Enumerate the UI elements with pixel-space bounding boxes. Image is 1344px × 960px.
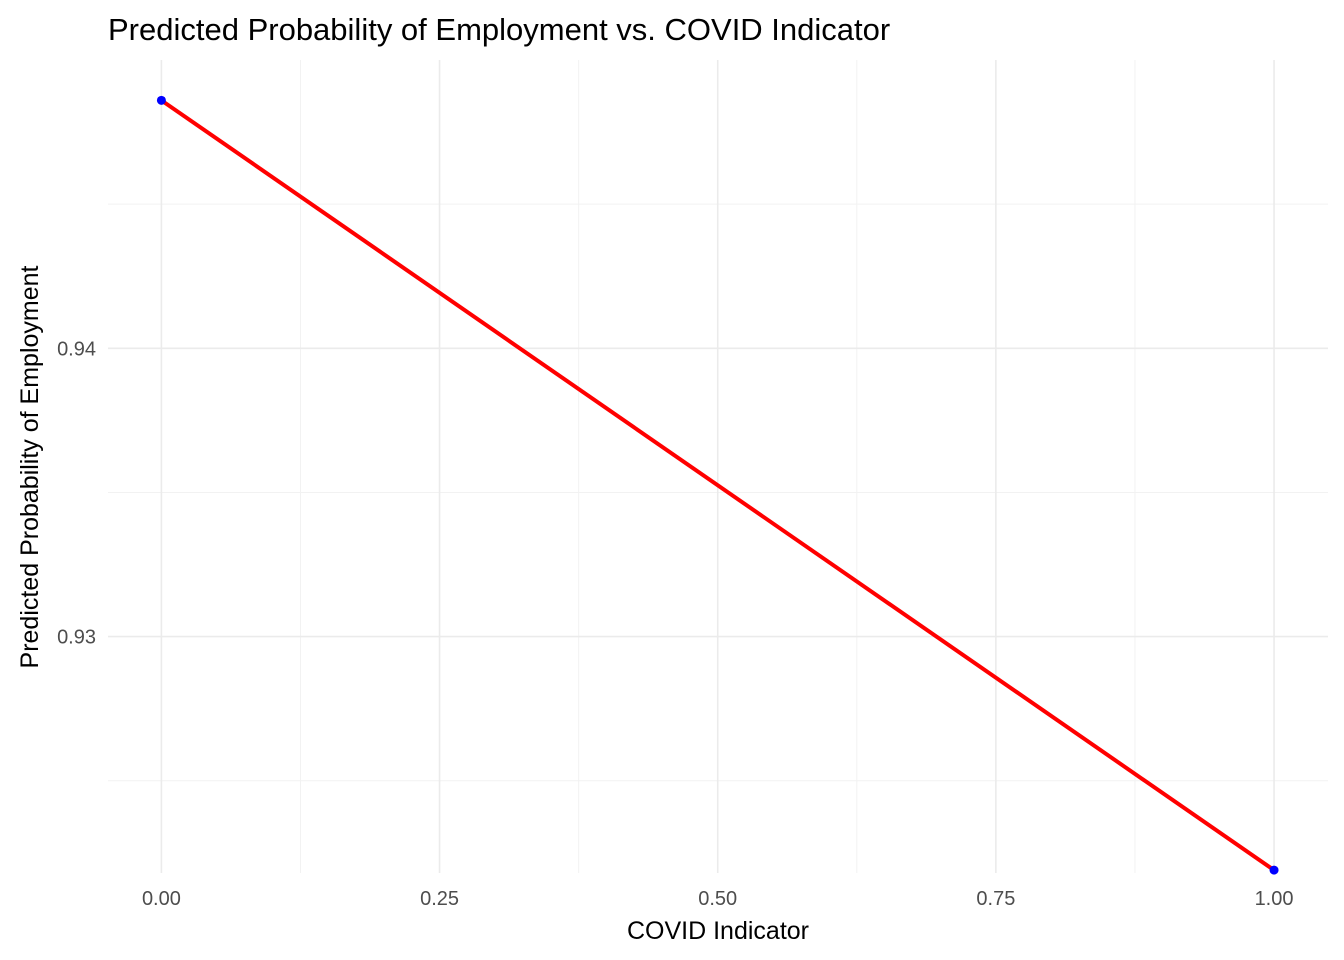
x-tick-label: 0.75 [976,888,1015,910]
y-axis-title: Predicted Probability of Employment [16,265,44,668]
series-line [160,98,1276,872]
tick-labels: 0.00 0.25 0.50 0.75 1.00 0.93 0.94 [57,338,1293,910]
data-point [1269,865,1279,875]
data-point [156,95,166,105]
chart-title: Predicted Probability of Employment vs. … [108,12,890,47]
series-layer [156,95,1279,875]
x-tick-label: 0.00 [142,888,181,910]
y-tick-label: 0.93 [57,627,96,649]
y-tick-label: 0.94 [57,338,96,360]
x-tick-label: 0.50 [698,888,737,910]
x-axis-title: COVID Indicator [627,917,809,945]
x-tick-label: 1.00 [1255,888,1294,910]
grid [108,60,1328,873]
x-tick-label: 0.25 [420,888,459,910]
